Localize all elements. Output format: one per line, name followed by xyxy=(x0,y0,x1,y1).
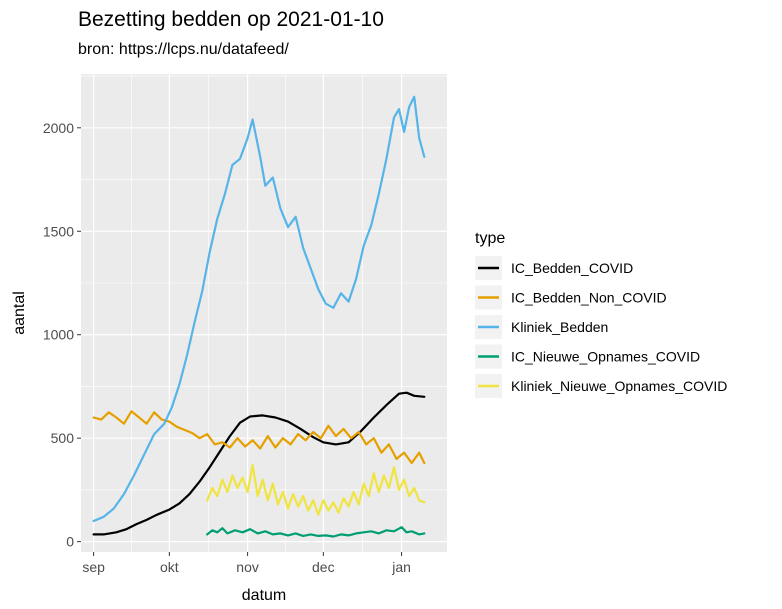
series-line-kliniek-nieuwe-opnames-covid xyxy=(206,464,426,516)
x-tick-label: jan xyxy=(391,559,411,575)
y-tick-label: 500 xyxy=(51,430,75,446)
y-tick-label: 1500 xyxy=(43,223,74,239)
series-line-ic-bedden-non-covid xyxy=(92,410,426,465)
chart-subtitle: bron: https://lcps.nu/datafeed/ xyxy=(78,41,289,58)
legend-label: IC_Bedden_COVID xyxy=(511,260,633,276)
series-layer xyxy=(92,95,426,538)
legend: type IC_Bedden_COVID IC_Bedden_Non_COVID Kl… xyxy=(475,230,727,398)
legend-label: Kliniek_Nieuwe_Opnames_COVID xyxy=(511,378,727,394)
legend-title: type xyxy=(475,230,505,247)
legend-label: Kliniek_Bedden xyxy=(511,319,608,335)
x-tick-label: sep xyxy=(82,559,105,575)
x-axis: sep okt nov dec jan xyxy=(82,552,411,575)
series-line-ic-bedden-covid xyxy=(92,391,426,536)
y-axis: 0 500 1000 1500 2000 xyxy=(43,120,81,550)
plot-panel xyxy=(81,74,447,552)
x-tick-label: dec xyxy=(312,559,335,575)
series-line-kliniek-bedden xyxy=(92,95,426,523)
legend-label: IC_Bedden_Non_COVID xyxy=(511,290,667,306)
y-axis-label: aantal xyxy=(11,291,28,335)
y-tick-label: 1000 xyxy=(43,327,74,343)
legend-label: IC_Nieuwe_Opnames_COVID xyxy=(511,349,700,365)
x-axis-label: datum xyxy=(242,587,286,604)
x-tick-label: okt xyxy=(160,559,179,575)
grid-major xyxy=(81,74,447,552)
series-line-ic-nieuwe-opnames-covid xyxy=(206,526,426,538)
chart-title: Bezetting bedden op 2021-01-10 xyxy=(78,8,384,31)
y-tick-label: 0 xyxy=(66,534,74,550)
x-tick-label: nov xyxy=(236,559,259,575)
y-tick-label: 2000 xyxy=(43,120,74,136)
